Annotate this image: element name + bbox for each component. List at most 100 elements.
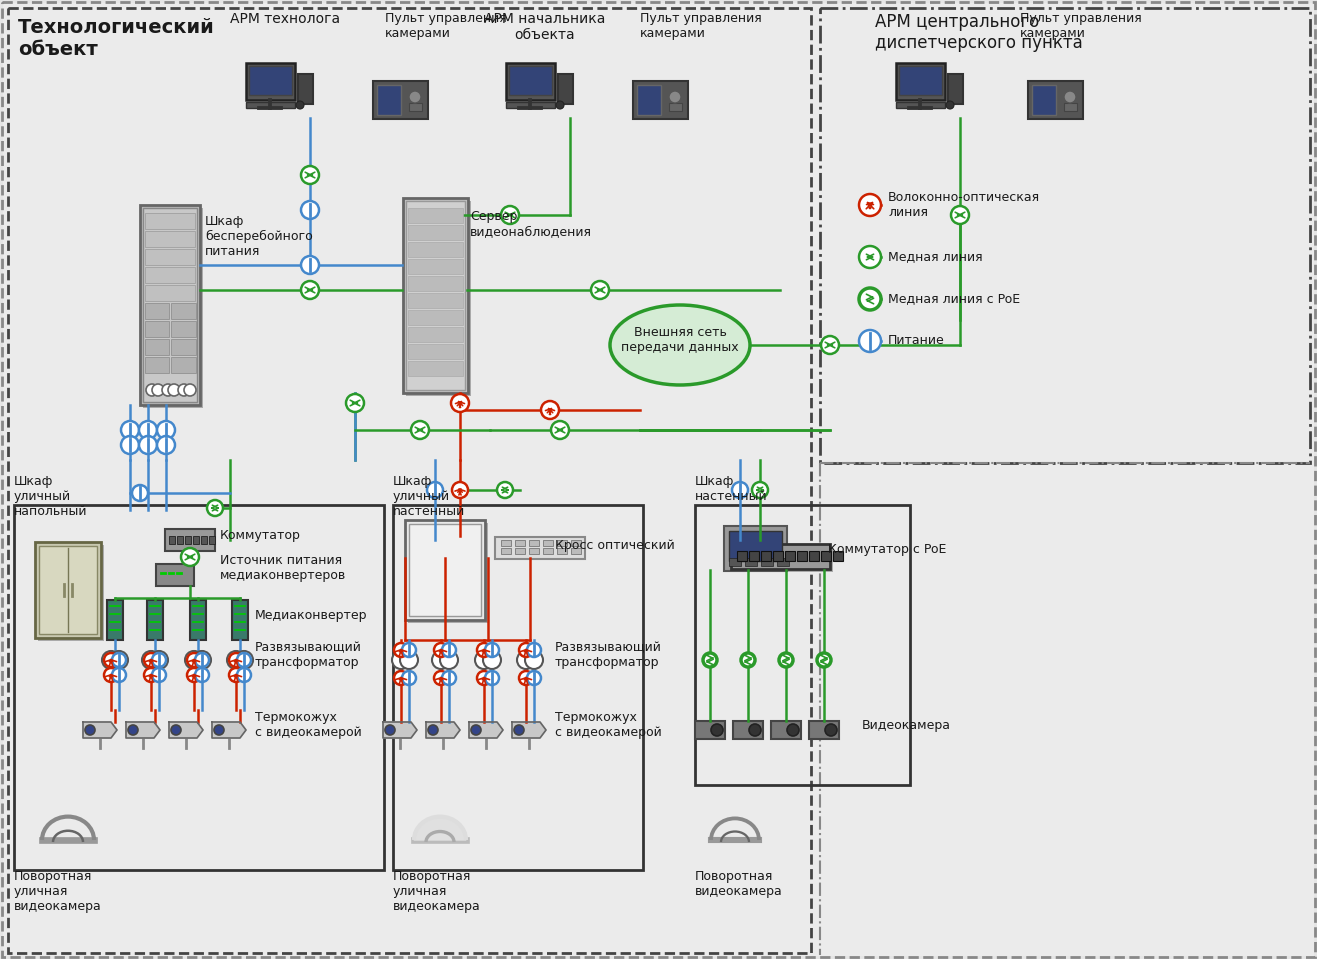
Bar	[770, 721, 801, 739]
Bar	[403, 198, 468, 393]
Bar	[171, 321, 196, 337]
Circle shape	[471, 725, 481, 735]
Circle shape	[237, 668, 252, 682]
Circle shape	[946, 101, 954, 109]
Bar	[761, 558, 773, 566]
Circle shape	[527, 643, 541, 657]
Bar	[745, 558, 757, 566]
Circle shape	[732, 482, 748, 498]
Circle shape	[213, 725, 224, 735]
Circle shape	[483, 651, 500, 669]
Bar	[406, 520, 485, 620]
Text: Термокожух
с видеокамерой: Термокожух с видеокамерой	[554, 711, 661, 739]
Circle shape	[527, 671, 541, 685]
Bar	[165, 529, 215, 551]
Circle shape	[411, 421, 429, 439]
Bar	[145, 231, 195, 247]
Circle shape	[112, 668, 126, 682]
Circle shape	[195, 653, 209, 667]
Circle shape	[443, 671, 456, 685]
Bar	[408, 208, 464, 223]
Bar	[785, 551, 795, 561]
Bar	[140, 205, 200, 405]
Circle shape	[951, 206, 969, 224]
Circle shape	[711, 724, 723, 736]
Circle shape	[452, 482, 468, 498]
Bar	[145, 267, 195, 283]
Bar	[896, 102, 946, 108]
Circle shape	[86, 725, 95, 735]
Circle shape	[824, 724, 838, 736]
Bar	[406, 201, 471, 396]
Bar	[515, 540, 525, 546]
Bar	[773, 551, 784, 561]
Bar	[730, 558, 741, 566]
Text: Развязывающий
трансформатор: Развязывающий трансформатор	[255, 641, 362, 669]
Text: Развязывающий
трансформатор: Развязывающий трансформатор	[554, 641, 662, 669]
Bar	[246, 102, 295, 108]
Text: Поворотная
уличная
видеокамера: Поворотная уличная видеокамера	[392, 870, 481, 913]
Circle shape	[302, 201, 319, 219]
Bar	[506, 63, 554, 100]
Circle shape	[485, 671, 499, 685]
Circle shape	[121, 421, 140, 439]
Bar	[410, 524, 481, 616]
Bar	[144, 208, 203, 408]
Circle shape	[140, 421, 157, 439]
Bar	[731, 544, 830, 569]
Circle shape	[859, 288, 881, 310]
Polygon shape	[212, 722, 246, 738]
Bar	[392, 505, 643, 870]
Polygon shape	[512, 722, 547, 738]
Circle shape	[104, 668, 119, 682]
Text: Пульт управления
камерами: Пульт управления камерами	[385, 12, 507, 40]
Circle shape	[237, 653, 252, 667]
Bar	[695, 721, 724, 739]
Circle shape	[194, 651, 211, 669]
Circle shape	[788, 724, 799, 736]
Text: Шкаф
настенный: Шкаф настенный	[695, 475, 768, 503]
Bar	[543, 548, 553, 554]
Circle shape	[151, 653, 166, 667]
Bar	[408, 276, 464, 291]
Circle shape	[171, 725, 180, 735]
Circle shape	[184, 651, 203, 669]
Bar	[508, 66, 552, 95]
Circle shape	[302, 281, 319, 299]
Bar	[572, 540, 581, 546]
Bar	[1064, 103, 1077, 111]
Bar	[777, 558, 789, 566]
Bar	[500, 540, 511, 546]
Circle shape	[817, 653, 831, 667]
Circle shape	[140, 436, 157, 454]
Circle shape	[410, 91, 421, 103]
Bar	[298, 74, 313, 104]
Bar	[144, 208, 198, 402]
Circle shape	[111, 651, 128, 669]
Bar	[14, 505, 385, 870]
Bar	[669, 103, 682, 111]
Bar	[820, 8, 1310, 463]
Circle shape	[180, 548, 199, 566]
Bar	[896, 63, 946, 100]
Bar	[637, 85, 661, 115]
Bar	[633, 81, 687, 119]
Bar	[194, 536, 199, 544]
Bar	[529, 540, 539, 546]
Bar	[202, 536, 207, 544]
Bar	[145, 303, 169, 319]
Text: Коммутатор с PoE: Коммутатор с PoE	[828, 544, 947, 556]
Text: Технологический
объект: Технологический объект	[18, 18, 215, 59]
Circle shape	[169, 384, 180, 396]
Circle shape	[146, 384, 158, 396]
Circle shape	[541, 401, 558, 419]
Bar	[408, 225, 464, 240]
Circle shape	[394, 671, 408, 685]
Text: АРМ технолога: АРМ технолога	[230, 12, 340, 26]
Circle shape	[497, 482, 514, 498]
Circle shape	[229, 668, 244, 682]
Circle shape	[440, 651, 458, 669]
Circle shape	[519, 643, 533, 657]
Text: Видеокамера: Видеокамера	[863, 719, 951, 733]
Bar	[1029, 81, 1083, 119]
